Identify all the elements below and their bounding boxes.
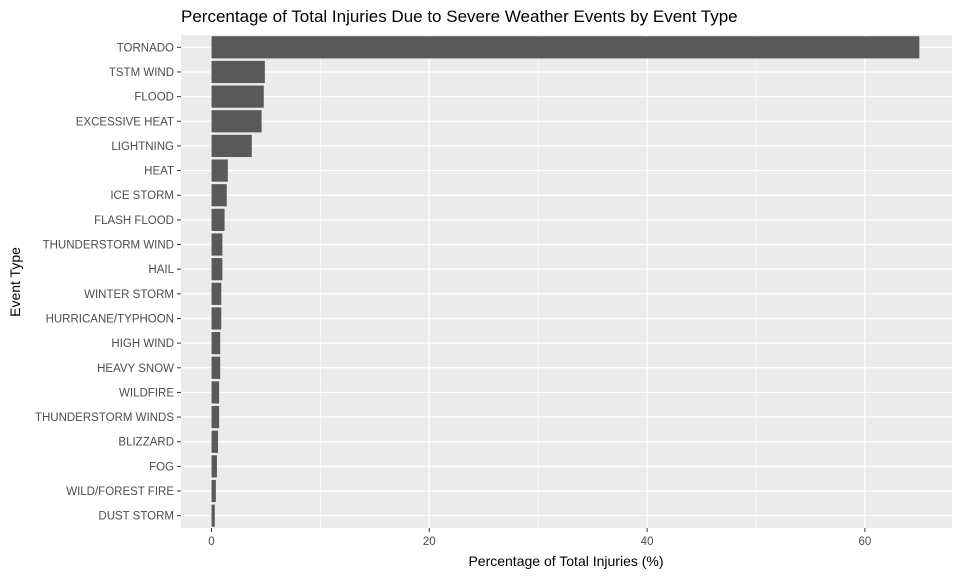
y-tick-label: BLIZZARD (118, 437, 174, 449)
plot-panel (181, 35, 952, 528)
bar (211, 405, 220, 429)
y-tick-label: DUST STORM (98, 511, 174, 523)
grid-lines (181, 35, 952, 528)
y-tick-label: EXCESSIVE HEAT (76, 116, 174, 128)
x-tick-label: 20 (423, 536, 436, 548)
y-tick-label: WILDFIRE (119, 387, 174, 399)
x-tick-label: 0 (208, 536, 214, 548)
bar (211, 430, 219, 453)
y-tick-label: FOG (149, 461, 174, 473)
bar (211, 307, 222, 330)
y-axis-title: Event Type (7, 247, 23, 317)
y-tick-label: HURRICANE/TYPHOON (46, 313, 174, 325)
bar (211, 504, 215, 527)
bar (211, 60, 265, 84)
y-tick-label: HIGH WIND (111, 338, 174, 350)
bar (211, 381, 220, 404)
y-tick-label: TORNADO (117, 42, 174, 54)
y-tick-label: THUNDERSTORM WINDS (35, 412, 174, 424)
bar (211, 258, 223, 281)
y-tick-label: FLOOD (134, 92, 174, 104)
y-tick-label: HEAT (144, 166, 174, 178)
y-axis: TORNADO TSTM WIND FLOOD EXCESSIVE HEAT LIGHT… (35, 42, 181, 523)
chart-title: Percentage of Total Injuries Due to Seve… (181, 7, 738, 26)
bar (211, 134, 252, 158)
y-tick-label: WINTER STORM (84, 289, 174, 301)
bar (211, 356, 221, 379)
bar (211, 455, 217, 478)
bar (211, 184, 227, 207)
y-tick-label: THUNDERSTORM WIND (43, 240, 174, 252)
y-tick-label: HEAVY SNOW (97, 363, 174, 375)
y-tick-label: HAIL (148, 264, 174, 276)
bar (211, 332, 221, 355)
y-tick-label: FLASH FLOOD (94, 215, 174, 227)
bar (211, 36, 920, 59)
bar (211, 479, 216, 503)
x-tick-label: 60 (858, 536, 871, 548)
bar (211, 282, 222, 305)
bar (211, 85, 264, 108)
bar (211, 110, 262, 133)
x-axis-title: Percentage of Total Injuries (%) (468, 553, 663, 569)
y-tick-label: TSTM WIND (109, 67, 174, 79)
y-tick-label: ICE STORM (110, 190, 174, 202)
bar (211, 233, 223, 256)
bars (211, 36, 920, 527)
bar (211, 159, 228, 182)
bar (211, 208, 225, 231)
y-tick-label: LIGHTNING (111, 141, 174, 153)
x-axis: 0 20 40 60 (208, 528, 871, 548)
y-tick-label: WILD/FOREST FIRE (66, 486, 174, 498)
x-tick-label: 40 (641, 536, 654, 548)
